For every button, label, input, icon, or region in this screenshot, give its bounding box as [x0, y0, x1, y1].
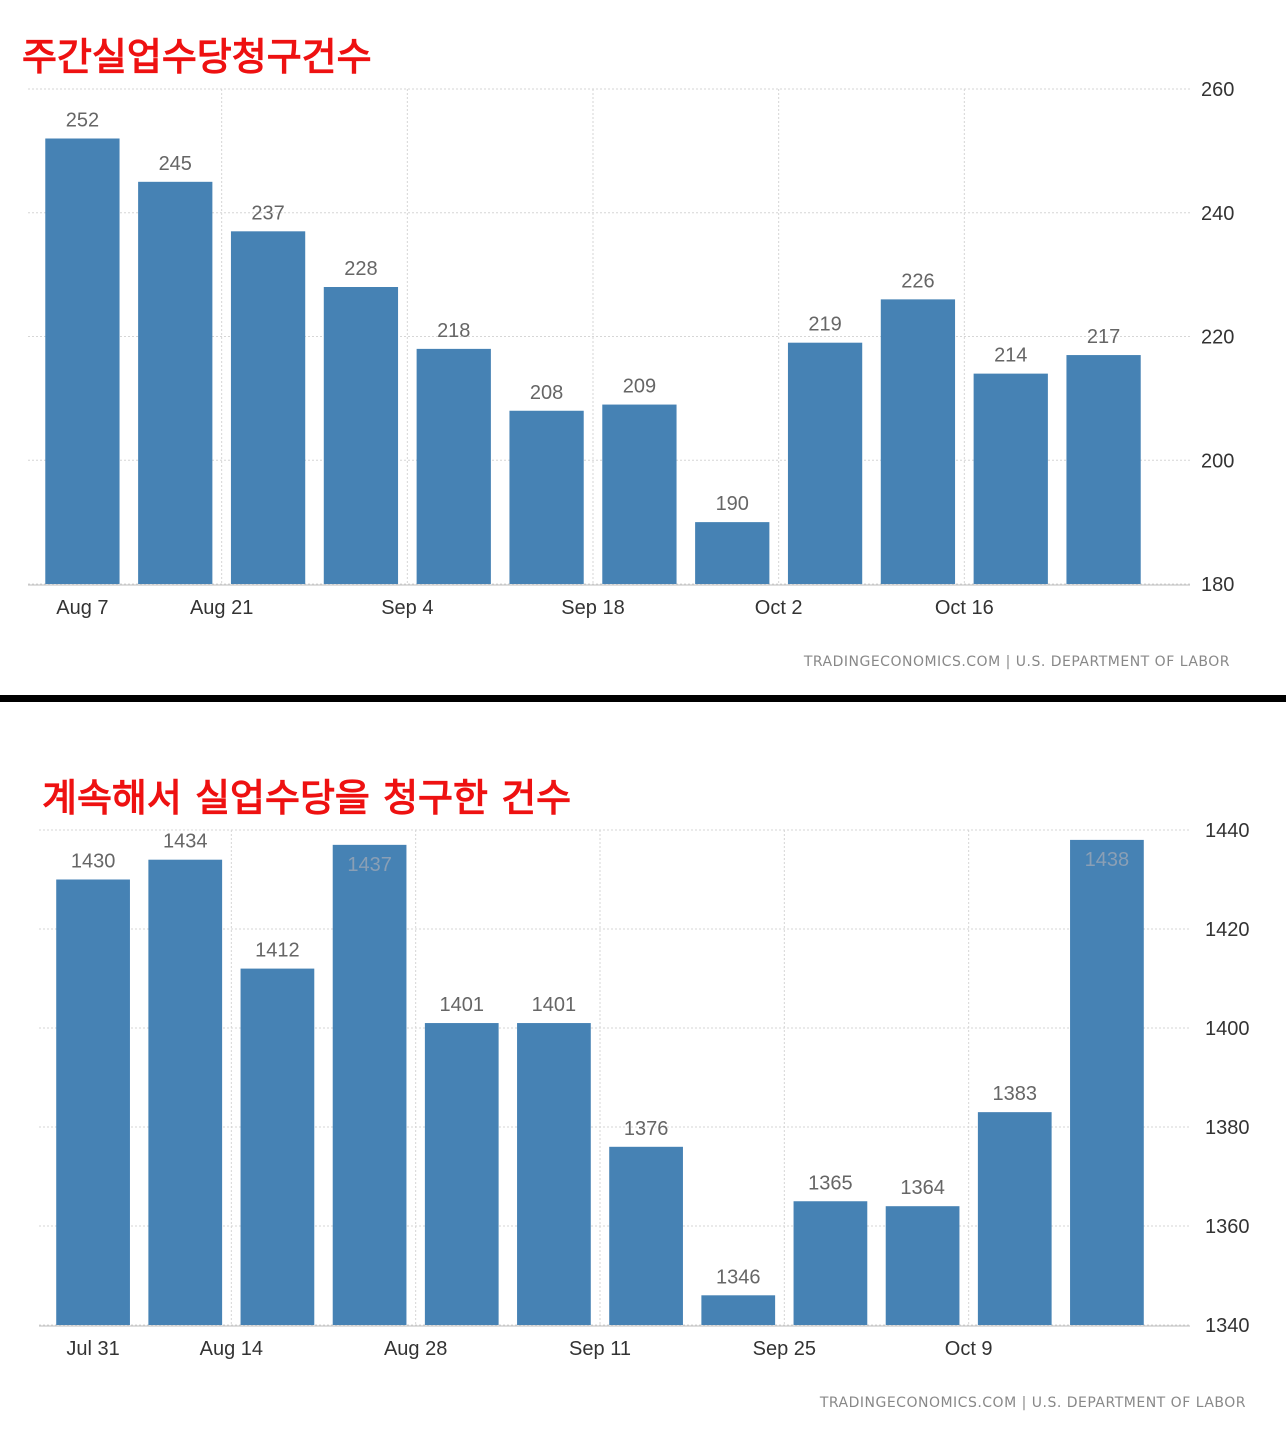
bar — [973, 373, 1048, 584]
bar — [1070, 839, 1144, 1325]
data-label: 237 — [251, 202, 284, 224]
bar — [332, 844, 407, 1325]
data-label: 1401 — [440, 994, 485, 1016]
data-label: 1401 — [532, 994, 577, 1016]
data-label: 1412 — [255, 940, 300, 962]
bar — [602, 404, 677, 584]
bar — [701, 1295, 776, 1325]
continuing-claims-panel: 계속해서 실업수당을 청구한 건수 1340 1360 1380 1400 1420 14… — [0, 703, 1286, 1448]
y-tick-label: 1400 — [1205, 1018, 1250, 1040]
bar — [240, 968, 315, 1325]
x-tick-label: Aug 7 — [56, 597, 108, 619]
data-label: 217 — [1087, 326, 1120, 348]
data-label: 209 — [623, 376, 656, 398]
bar — [1066, 355, 1141, 584]
panel-divider — [0, 695, 1286, 702]
initial-claims-bar-chart: 180 200 220 240 260 252 245 237 228 218 208 209 190 2… — [28, 79, 1234, 619]
source-credit: TRADINGECONOMICS.COM | U.S. DEPARTMENT O… — [803, 654, 1230, 670]
x-tick-label: Sep 4 — [381, 597, 433, 619]
bar — [517, 1023, 591, 1325]
bar — [977, 1112, 1052, 1325]
y-tick-label: 240 — [1201, 203, 1234, 225]
data-label: 214 — [994, 345, 1027, 367]
x-tick-label: Sep 18 — [561, 597, 624, 619]
y-tick-label: 1340 — [1205, 1315, 1250, 1337]
continuing-claims-bar-chart: 1340 1360 1380 1400 1420 1440 1430 1434 1412 1437… — [39, 820, 1250, 1360]
bar — [416, 348, 491, 584]
bar — [424, 1023, 499, 1325]
bar — [609, 1146, 683, 1325]
x-tick-label: Oct 2 — [755, 597, 803, 619]
y-tick-label: 1380 — [1205, 1117, 1250, 1139]
data-label: 226 — [901, 270, 934, 292]
data-label: 1376 — [624, 1118, 669, 1140]
data-label: 1434 — [163, 831, 208, 853]
x-tick-label: Sep 11 — [569, 1338, 631, 1360]
data-label: 252 — [66, 110, 99, 132]
y-tick-label: 260 — [1201, 79, 1234, 101]
y-tick-label: 200 — [1201, 450, 1234, 472]
y-tick-label: 1360 — [1205, 1216, 1250, 1238]
x-tick-label: Jul 31 — [66, 1338, 119, 1360]
bar — [56, 879, 130, 1325]
source-credit: TRADINGECONOMICS.COM | U.S. DEPARTMENT O… — [819, 1395, 1246, 1411]
bar — [138, 181, 213, 584]
x-tick-label: Aug 21 — [190, 597, 253, 619]
data-label: 219 — [808, 314, 841, 336]
bar — [230, 231, 306, 584]
bar — [793, 1201, 868, 1325]
data-label: 1437 — [347, 854, 392, 876]
bar — [787, 342, 863, 584]
data-label: 1365 — [808, 1172, 853, 1194]
x-tick-label: Aug 28 — [384, 1338, 447, 1360]
x-tick-label: Sep 25 — [753, 1338, 816, 1360]
bar — [885, 1206, 960, 1325]
data-label: 1438 — [1085, 849, 1130, 871]
bar — [695, 522, 770, 584]
x-tick-label: Oct 9 — [945, 1338, 993, 1360]
y-tick-label: 220 — [1201, 327, 1234, 349]
x-tick-label: Aug 14 — [200, 1338, 263, 1360]
data-label: 218 — [437, 320, 470, 342]
data-label: 1364 — [900, 1177, 945, 1199]
data-label: 1383 — [993, 1083, 1038, 1105]
data-label: 228 — [344, 258, 377, 280]
data-label: 190 — [716, 493, 749, 515]
y-tick-label: 1440 — [1205, 820, 1250, 842]
bar — [323, 287, 399, 584]
bar — [148, 859, 223, 1325]
y-tick-label: 180 — [1201, 574, 1234, 596]
data-label: 1346 — [716, 1266, 761, 1288]
chart-title: 주간실업수당청구건수 — [22, 35, 372, 79]
y-tick-label: 1420 — [1205, 919, 1250, 941]
bar — [45, 138, 120, 584]
x-tick-label: Oct 16 — [935, 597, 994, 619]
data-label: 1430 — [71, 851, 116, 873]
chart-title: 계속해서 실업수당을 청구한 건수 — [42, 776, 572, 820]
initial-claims-panel: 주간실업수당청구건수 180 200 220 240 260 252 245 237 228 21… — [0, 0, 1286, 697]
bar — [509, 410, 584, 584]
bar — [880, 299, 956, 584]
data-label: 208 — [530, 382, 563, 404]
data-label: 245 — [159, 153, 192, 175]
